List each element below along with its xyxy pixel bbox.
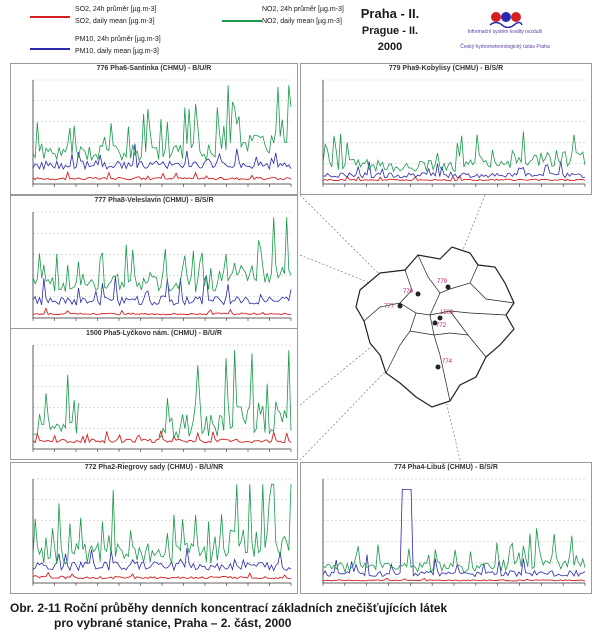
chart-panel-774: 774 Pha4-Libuš (CHMU) - B/S/R	[300, 462, 592, 594]
logo-org-line2: Český hydrometeorologický ústav Praha	[460, 44, 550, 50]
map-label-777: 777	[384, 304, 395, 310]
map-label-774: 774	[442, 359, 453, 365]
map-label-772: 772	[436, 323, 447, 329]
legend: SO2, 24h průměr [µg.m-3] SO2, daily mean…	[30, 4, 344, 64]
series-pm10-line	[32, 274, 292, 307]
legend-so2-cz: SO2, 24h průměr [µg.m-3]	[75, 6, 157, 13]
legend-no2-cz: NO2, 24h průměr [µg.m-3]	[262, 6, 344, 13]
map-station-dot	[432, 320, 438, 326]
chart-title: 1500 Pha5-Lyčkovo nám. (CHMU) - B/U/R	[86, 330, 222, 337]
series-no2-line	[32, 483, 292, 565]
chart-plot	[32, 344, 292, 452]
logo-org-line1: Informační systém kvality ovzduší	[467, 29, 543, 35]
map-label-1500: 1500	[440, 310, 454, 316]
chart-plot	[322, 478, 586, 586]
series-no2-line	[322, 528, 586, 574]
series-no2-line	[32, 85, 292, 162]
series-pm10-line	[32, 143, 292, 171]
chmi-logo-mark	[489, 12, 523, 29]
map-label-776: 776	[403, 289, 414, 295]
series-pm10-line	[32, 547, 292, 572]
map-station-dot	[415, 291, 421, 297]
series-no2-line	[32, 217, 292, 293]
title-praha: Praha - II.	[360, 6, 420, 21]
chart-plot	[32, 478, 292, 586]
chart-plot	[32, 79, 292, 187]
chart-title: 776 Pha6-Santinka (CHMU) - B/U/R	[96, 65, 212, 72]
legend-no2-en: NO2, daily mean [µg.m-3]	[262, 18, 342, 25]
chart-title: 774 Pha4-Libuš (CHMU) - B/S/R	[394, 464, 498, 471]
map-station-dot	[397, 303, 403, 309]
series-so2-line	[32, 430, 292, 445]
figure-caption: Obr. 2-11 Roční průběhy denních koncentr…	[10, 601, 590, 631]
chart-panel-777: 777 Pha8-Veleslavín (CHMU) - B/S/R	[10, 195, 298, 329]
caption-line2: pro vybrané stanice, Praha – 2. část, 20…	[54, 616, 292, 630]
series-no2-line	[322, 131, 586, 173]
chart-panel-1500: 1500 Pha5-Lyčkovo nám. (CHMU) - B/U/R	[10, 328, 298, 460]
legend-pm10-en: PM10, daily mean [µg.m-3]	[75, 48, 159, 55]
legend-pm10-cz: PM10, 24h průměr [µg.m-3]	[75, 36, 161, 43]
legend-no2: NO2, 24h průměr [µg.m-3] NO2, daily mean…	[262, 6, 344, 26]
series-so2-line	[32, 571, 292, 580]
title-year: 2000	[377, 41, 403, 53]
series-so2-line	[32, 170, 292, 181]
map-station-dot	[437, 315, 443, 321]
page-title: Praha - II. Prague - II. 2000	[345, 6, 435, 54]
legend-pm10: PM10, 24h průměr [µg.m-3] PM10, daily me…	[75, 36, 161, 56]
title-prague: Prague - II.	[361, 25, 419, 37]
series-no2-line	[32, 350, 292, 439]
legend-so2: SO2, 24h průměr [µg.m-3] SO2, daily mean…	[75, 6, 156, 26]
series-so2-line	[322, 175, 586, 182]
caption-line1: Obr. 2-11 Roční průběhy denních koncentr…	[10, 601, 448, 615]
chart-panel-776: 776 Pha6-Santinka (CHMU) - B/U/R	[10, 63, 298, 195]
map-label-779: 779	[437, 279, 448, 285]
axes	[32, 212, 291, 319]
legend-no2-line	[222, 20, 262, 22]
chmi-logo: Informační systém kvality ovzduší Český …	[430, 6, 580, 52]
series-so2-line	[33, 307, 292, 316]
chart-panel-779: 779 Pha9-Kobylisy (CHMU) - B/S/R	[300, 63, 592, 195]
chart-plot	[32, 211, 292, 321]
legend-pm10-line	[30, 48, 70, 50]
series-so2-line	[322, 577, 586, 582]
series-pm10-line	[322, 160, 586, 179]
axes	[32, 479, 291, 584]
map-station-dot	[445, 284, 451, 290]
legend-so2-en: SO2, daily mean [µg.m-3]	[75, 18, 155, 25]
series-pm10-line	[322, 489, 586, 578]
axes	[322, 80, 585, 185]
chart-title: 772 Pha2-Riegrovy sady (CHMU) - B/U/NR	[84, 464, 224, 471]
map-station-dot	[435, 364, 441, 370]
prague-district-map: 776 779 777 1500 772 774	[299, 194, 515, 461]
chart-title: 777 Pha8-Veleslavín (CHMU) - B/S/R	[94, 197, 214, 204]
chart-panel-772: 772 Pha2-Riegrovy sady (CHMU) - B/U/NR	[10, 462, 298, 594]
prague-map: 776 779 777 1500 772 774	[299, 194, 594, 461]
chart-title: 779 Pha9-Kobylisy (CHMU) - B/S/R	[388, 65, 504, 72]
legend-so2-line	[30, 16, 70, 18]
chart-plot	[322, 79, 586, 187]
